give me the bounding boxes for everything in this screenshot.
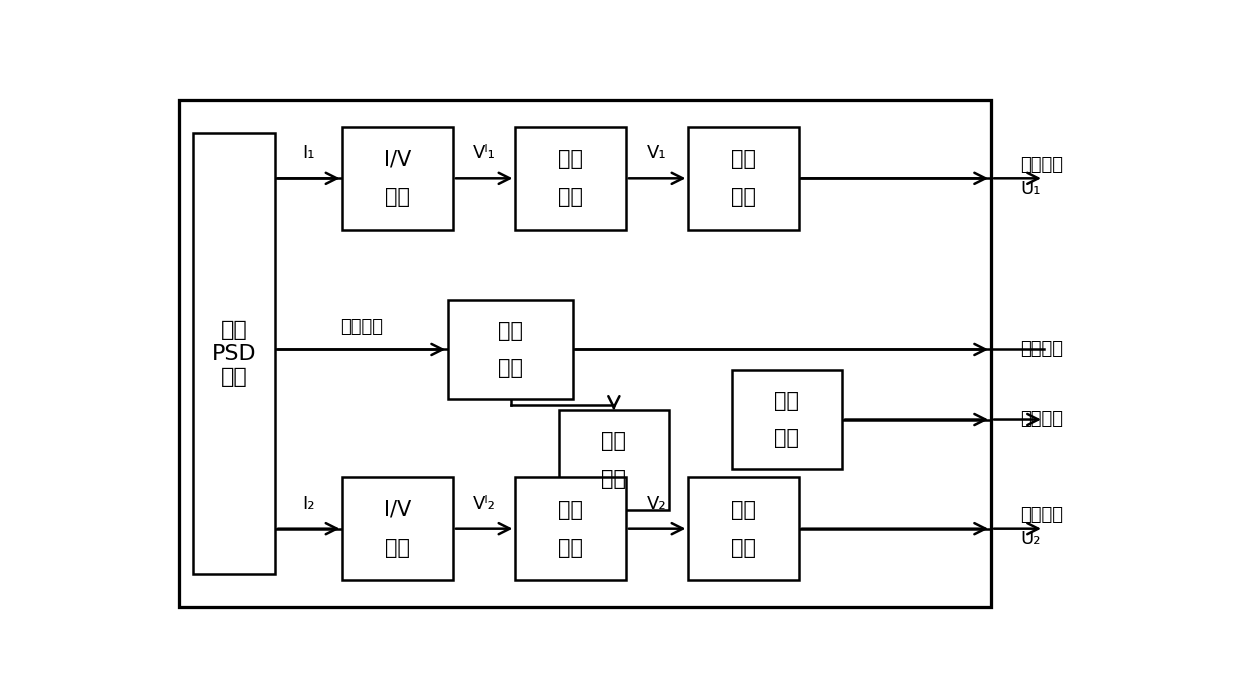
Text: 精密: 精密 (498, 321, 523, 341)
Bar (732, 370, 842, 470)
Bar (558, 410, 670, 510)
Text: 输出电压: 输出电压 (1019, 506, 1063, 524)
Text: 放大: 放大 (558, 187, 583, 207)
Bar (516, 127, 626, 230)
Text: 输出电压: 输出电压 (1019, 156, 1063, 174)
Text: Vᴵ₁: Vᴵ₁ (472, 144, 496, 162)
Text: 电压: 电压 (558, 150, 583, 169)
Text: 电路: 电路 (774, 428, 800, 449)
Text: 放大: 放大 (558, 538, 583, 557)
Text: 温度输出: 温度输出 (1019, 410, 1063, 428)
Bar (342, 477, 453, 580)
Text: 测温: 测温 (774, 391, 800, 411)
Text: 电压: 电压 (558, 500, 583, 520)
Bar (516, 477, 626, 580)
Text: I₂: I₂ (303, 494, 315, 512)
Text: 外部供电: 外部供电 (1019, 340, 1063, 358)
Text: U₁: U₁ (1019, 180, 1040, 198)
Bar (342, 127, 453, 230)
Text: 保护: 保护 (732, 538, 756, 557)
Text: V₂: V₂ (647, 494, 667, 512)
Text: 保护: 保护 (732, 187, 756, 207)
Text: 一维
PSD
芯片: 一维 PSD 芯片 (212, 321, 257, 386)
Text: Vᴵ₂: Vᴵ₂ (472, 494, 496, 512)
Bar (688, 477, 799, 580)
Bar (448, 300, 573, 399)
Text: 电路: 电路 (601, 469, 626, 489)
Text: 输出: 输出 (732, 150, 756, 169)
Text: I₁: I₁ (303, 144, 315, 162)
Text: V₁: V₁ (647, 144, 667, 162)
Text: I/V: I/V (384, 150, 412, 169)
Bar (688, 127, 799, 230)
Text: 转换: 转换 (386, 538, 410, 557)
Text: 加热: 加热 (601, 431, 626, 451)
Bar (193, 132, 275, 575)
Text: 电源: 电源 (498, 358, 523, 378)
Text: I/V: I/V (384, 500, 412, 520)
Bar (179, 100, 991, 607)
Text: U₂: U₂ (1019, 531, 1040, 549)
Text: 转换: 转换 (386, 187, 410, 207)
Text: 输出: 输出 (732, 500, 756, 520)
Text: 偏置电压: 偏置电压 (340, 318, 383, 336)
